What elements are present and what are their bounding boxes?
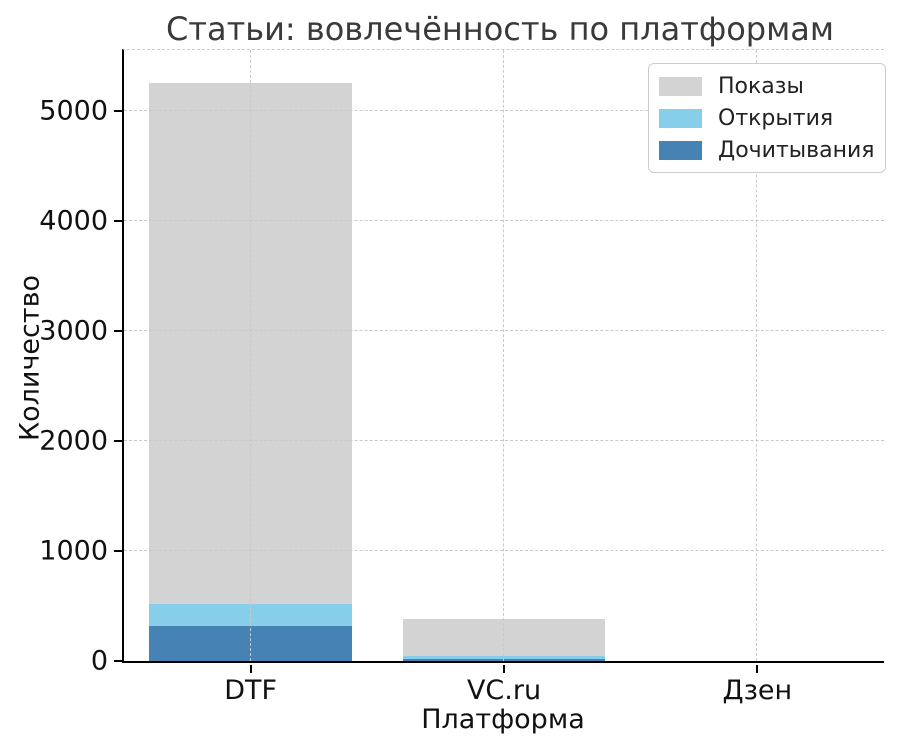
x-gridline (249, 50, 251, 661)
legend-swatch (659, 108, 702, 128)
y-tick-label: 5000 (39, 95, 108, 127)
plot-area: 0 1000 2000 3000 4000 5000 DTF VC.ru Дзен (39, 49, 884, 706)
x-axis-label: Платформа (421, 704, 585, 735)
y-tick-mark (114, 549, 122, 552)
y-gridline (124, 109, 884, 111)
y-tick-mark (114, 329, 122, 332)
x-tick-label: VC.ru (466, 675, 542, 706)
y-tick-label: 2000 (39, 425, 108, 457)
y-gridline (124, 219, 884, 221)
x-tick-mark (249, 665, 252, 673)
bar (149, 83, 352, 661)
y-tick-mark (114, 109, 122, 112)
x-gridline (503, 50, 504, 661)
x-tick-label: Дзен (722, 675, 793, 706)
x-gridline (756, 50, 758, 661)
legend-swatch (659, 140, 702, 160)
legend: Показы Открытия Дочитывания (648, 63, 886, 173)
y-tick-mark (114, 439, 122, 442)
y-tick-label: 0 (90, 645, 108, 677)
legend-item: Дочитывания (659, 135, 875, 165)
y-tick-label: 3000 (39, 315, 108, 347)
y-tick-mark (114, 219, 122, 222)
y-gridline (124, 549, 884, 551)
x-tick-mark (503, 665, 505, 673)
legend-swatch (659, 76, 702, 96)
legend-item: Показы (659, 71, 875, 101)
y-gridline (124, 439, 884, 441)
y-tick-label: 4000 (39, 205, 108, 237)
legend-label: Дочитывания (718, 137, 875, 163)
y-gridline (124, 329, 884, 331)
y-tick-label: 1000 (39, 535, 108, 567)
y-tick-mark (114, 660, 122, 662)
legend-label: Открытия (718, 105, 834, 131)
x-tick-label: DTF (224, 675, 278, 706)
chart-title: Статьи: вовлечённость по платформам (166, 10, 834, 48)
y-axis-label: Количество (14, 274, 46, 442)
x-tick-mark (756, 665, 759, 673)
bar (149, 625, 352, 661)
legend-label: Показы (718, 73, 804, 99)
legend-item: Открытия (659, 103, 875, 133)
